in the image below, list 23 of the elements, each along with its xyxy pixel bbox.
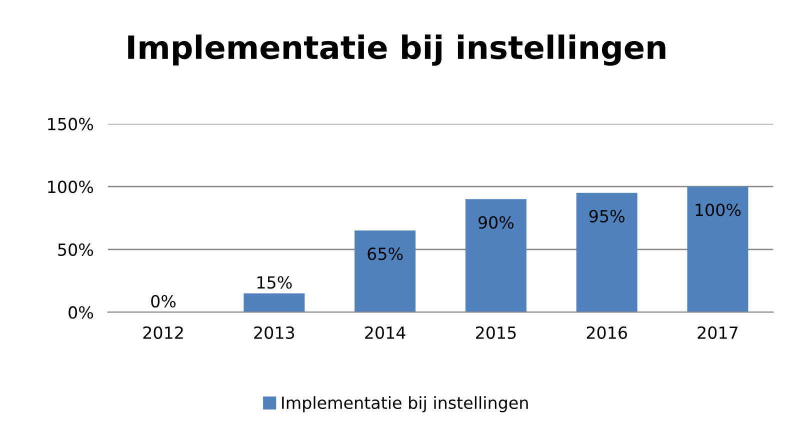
bar <box>354 230 416 312</box>
bar <box>465 199 526 312</box>
x-tick-label: 2013 <box>254 326 294 339</box>
bar <box>687 186 748 312</box>
chart-title: Implementatie bij instellingen <box>128 34 666 66</box>
bar <box>244 293 305 312</box>
data-label: 0% <box>151 294 176 308</box>
bar <box>576 192 638 312</box>
x-tick-label: 2014 <box>365 326 406 339</box>
y-tick-label: 150% <box>48 118 94 130</box>
y-tick-label: 0% <box>68 306 94 319</box>
y-tick-label: 50% <box>58 243 94 256</box>
data-label: 90% <box>478 216 514 229</box>
x-tick-label: 2012 <box>143 326 183 339</box>
x-tick-label: 2017 <box>698 326 738 339</box>
x-tick-label: 2016 <box>586 326 627 339</box>
data-label: 65% <box>368 248 403 260</box>
data-label: 95% <box>589 210 624 222</box>
data-label: 100% <box>696 204 741 216</box>
data-label: 15% <box>257 276 292 289</box>
y-tick-label: 100% <box>48 180 94 194</box>
x-tick-label: 2015 <box>476 326 516 339</box>
legend-label: Implementatie bij instellingen <box>282 396 528 412</box>
